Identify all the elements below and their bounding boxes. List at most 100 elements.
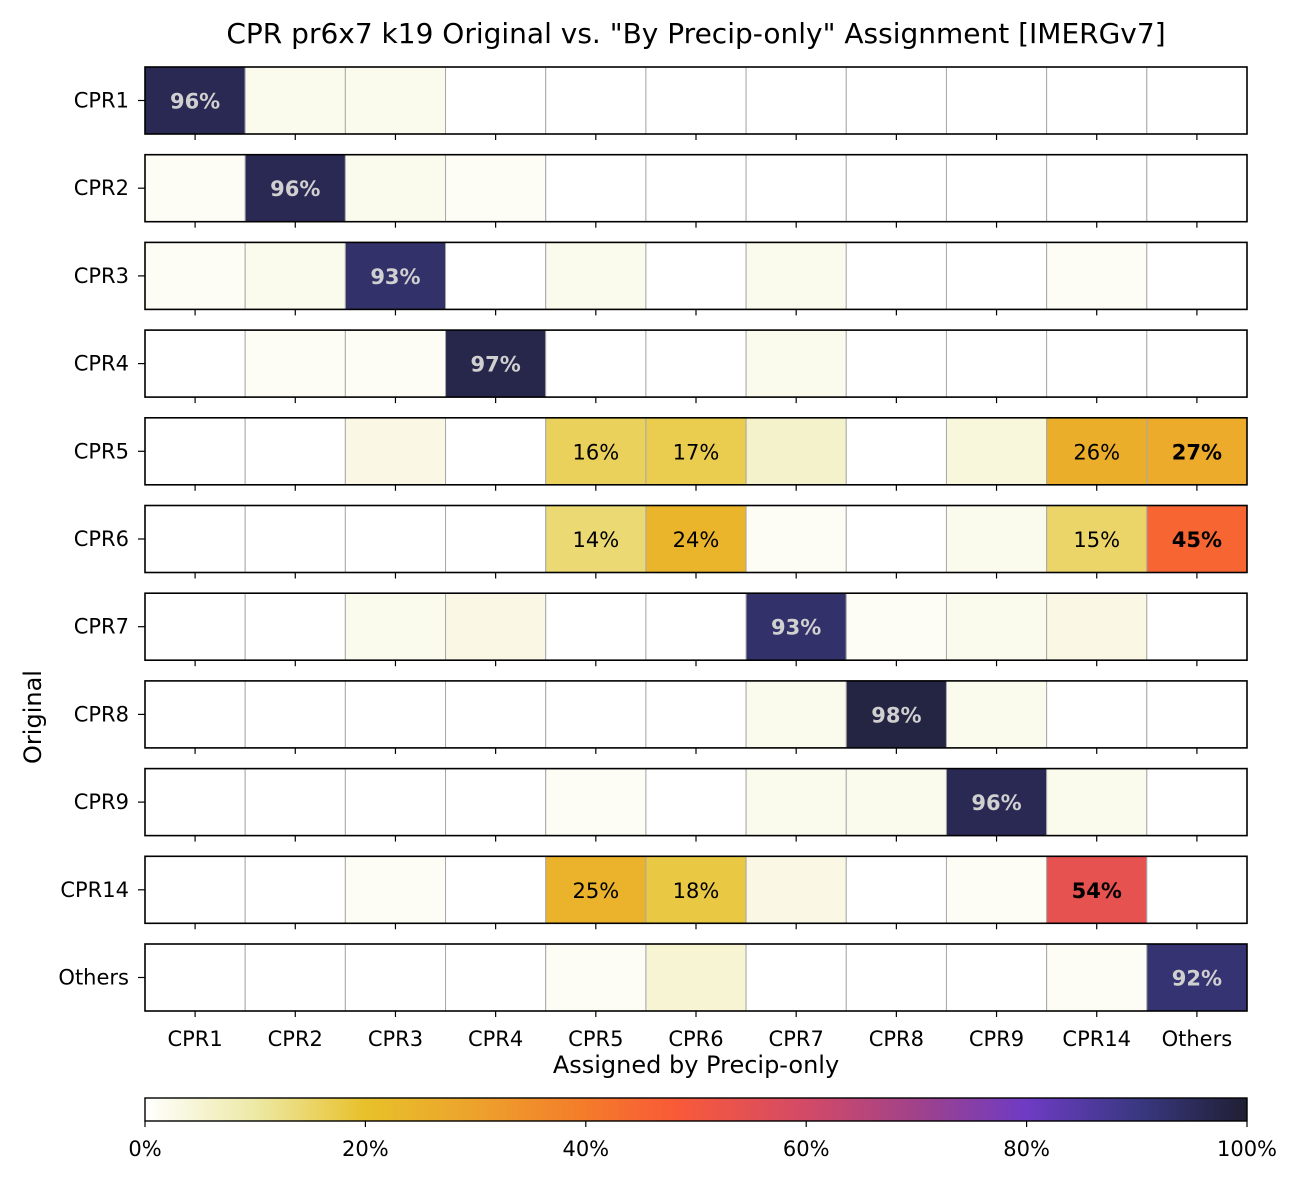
heatmap-cell <box>845 66 947 135</box>
heatmap-cell <box>144 855 246 924</box>
heatmap-cell <box>645 855 747 924</box>
cell-value-label: 45% <box>1172 528 1222 552</box>
heatmap-cell <box>244 505 346 573</box>
heatmap-cell <box>945 329 1048 398</box>
x-tick-label: CPR4 <box>468 1027 523 1051</box>
cell-value-label: 54% <box>1072 879 1122 903</box>
heatmap-cell <box>745 241 847 310</box>
x-tick-label: CPR7 <box>769 1027 824 1051</box>
heatmap-cell <box>244 943 346 1012</box>
cell-value-label: 25% <box>572 879 619 903</box>
cell-value-label: 93% <box>370 265 420 289</box>
heatmap-row: 92% Others <box>58 943 1248 1017</box>
heatmap-cell <box>244 241 346 310</box>
heatmap-cell <box>445 154 547 223</box>
cell-value-label: 98% <box>871 703 921 727</box>
heatmap-cell <box>745 592 847 661</box>
cell-value-label: 16% <box>572 440 619 464</box>
heatmap-cell <box>745 768 847 837</box>
heatmap-cell <box>1146 505 1248 573</box>
cell-value-label: 92% <box>1172 967 1222 991</box>
cell-value-label: 17% <box>673 440 720 464</box>
heatmap-cell <box>945 417 1048 486</box>
heatmap-cell <box>845 417 947 486</box>
cell-value-label: 93% <box>771 616 821 640</box>
y-tick-label: CPR5 <box>74 439 129 463</box>
heatmap-cell <box>1046 680 1148 749</box>
heatmap-cell <box>344 505 447 573</box>
heatmap-cell <box>1146 66 1248 135</box>
heatmap-cell <box>645 241 747 310</box>
heatmap-cell <box>545 505 647 573</box>
heatmap-cell <box>545 680 647 749</box>
heatmap-cell <box>445 329 547 398</box>
heatmap-cell <box>845 154 947 223</box>
heatmap-row: 93% CPR7 <box>74 592 1248 667</box>
colorbar-tick-label: 40% <box>562 1137 609 1161</box>
heatmap-cell <box>144 592 246 661</box>
heatmap-cell <box>445 505 547 573</box>
heatmap-cell <box>845 855 947 924</box>
heatmap-cell <box>845 943 947 1012</box>
colorbar-tick-label: 0% <box>128 1137 161 1161</box>
y-tick-label: CPR6 <box>74 527 129 551</box>
heatmap-cell <box>244 417 346 486</box>
cell-value-label: 15% <box>1073 528 1120 552</box>
y-tick-label: CPR9 <box>74 790 129 814</box>
y-tick-label: CPR4 <box>74 352 129 376</box>
colorbar-tick-label: 60% <box>783 1137 830 1161</box>
cell-value-label: 24% <box>673 528 720 552</box>
heatmap-cell <box>545 592 647 661</box>
y-tick-label: CPR3 <box>74 264 129 288</box>
heatmap-cell <box>945 241 1048 310</box>
heatmap-cell <box>745 680 847 749</box>
heatmap-cell <box>945 66 1048 135</box>
heatmap-cell <box>645 680 747 749</box>
heatmap-cell <box>344 680 447 749</box>
cell-value-label: 27% <box>1172 440 1222 464</box>
heatmap-cell <box>344 154 447 223</box>
heatmap-cell <box>144 768 246 837</box>
colorbar-tick-label: 80% <box>1003 1137 1050 1161</box>
x-tick-label: CPR5 <box>568 1027 623 1051</box>
heatmap-cell <box>745 66 847 135</box>
colorbar-gradient <box>144 1097 1248 1122</box>
heatmap-cell <box>144 943 246 1012</box>
heatmap-cell <box>1046 241 1148 310</box>
heatmap-cell <box>945 943 1048 1012</box>
heatmap-cell <box>144 329 246 398</box>
heatmap-cell <box>845 592 947 661</box>
heatmap-cell <box>144 680 246 749</box>
chart-title: CPR pr6x7 k19 Original vs. "By Precip-on… <box>226 17 1165 50</box>
heatmap-cell <box>1046 943 1148 1012</box>
x-tick-label: CPR9 <box>969 1027 1024 1051</box>
heatmap-cell <box>845 241 947 310</box>
heatmap-cell <box>845 505 947 573</box>
heatmap-cell <box>845 329 947 398</box>
heatmap-cell <box>244 855 346 924</box>
heatmap-row: 25% 18% 54% CPR14 <box>60 855 1248 930</box>
y-tick-label: CPR8 <box>74 702 129 726</box>
heatmap-cell <box>244 66 346 135</box>
heatmap-row: 16% 17% 26% 27% CPR5 <box>74 416 1248 491</box>
heatmap-cell <box>344 943 447 1012</box>
y-tick-label: CPR14 <box>60 878 129 902</box>
heatmap-cell <box>445 66 547 135</box>
cell-value-label: 97% <box>471 353 521 377</box>
y-tick-label: Others <box>58 966 129 990</box>
heatmap-cell <box>745 417 847 486</box>
heatmap-cell <box>745 505 847 573</box>
cell-value-label: 14% <box>572 528 619 552</box>
heatmap-cell <box>344 66 447 135</box>
cell-value-label: 96% <box>270 177 320 201</box>
heatmap-cell <box>445 943 547 1012</box>
cell-value-label: 26% <box>1073 440 1120 464</box>
heatmap-cell <box>144 66 246 135</box>
heatmap-cell <box>1046 154 1148 223</box>
y-axis-label: Original <box>19 670 47 764</box>
heatmap-cell <box>645 66 747 135</box>
heatmap-cell <box>445 241 547 310</box>
heatmap-cell <box>545 855 647 924</box>
heatmap-cell <box>244 329 346 398</box>
